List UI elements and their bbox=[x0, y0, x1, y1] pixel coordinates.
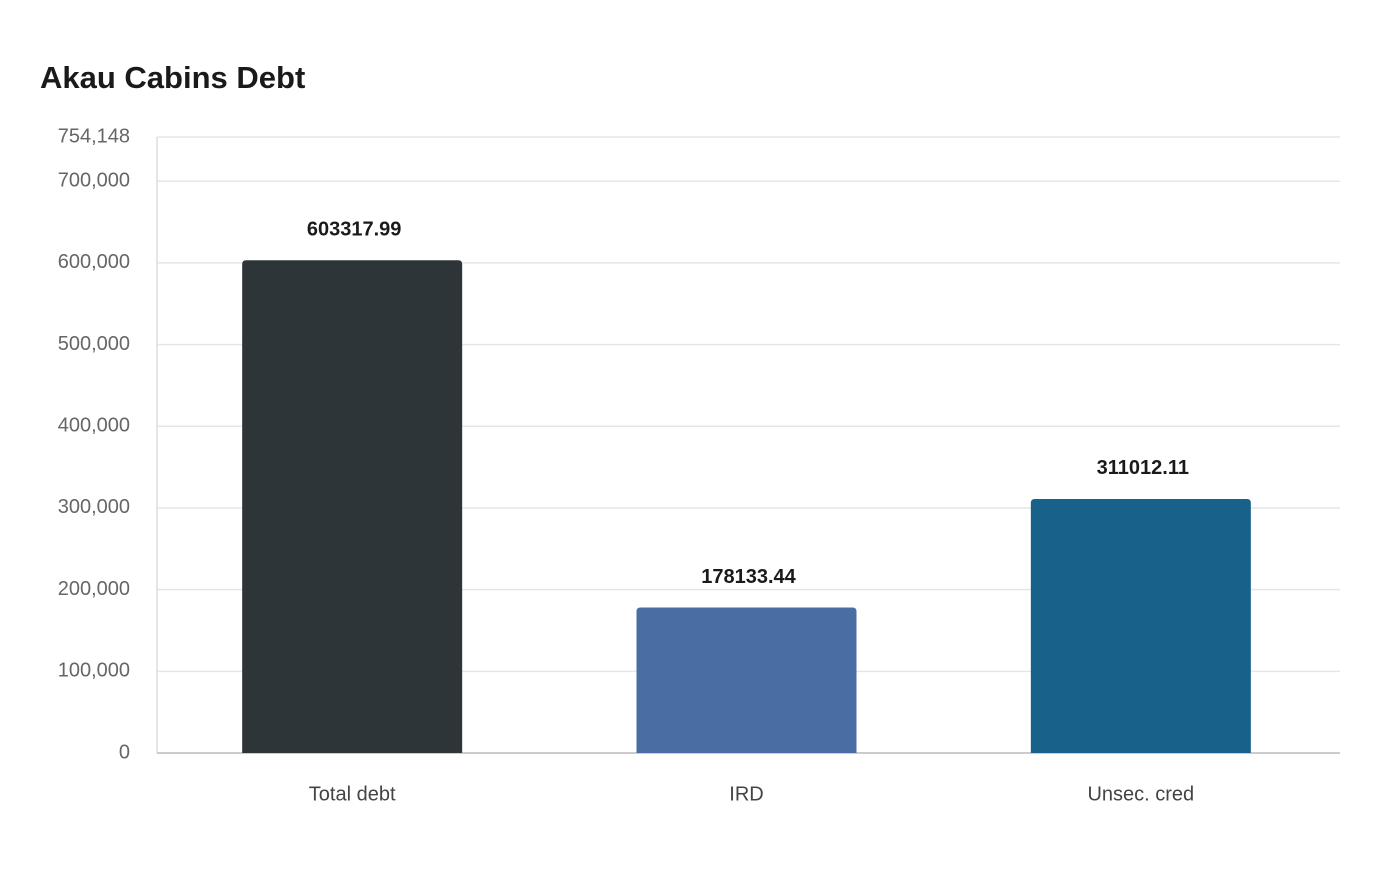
y-tick-label: 100,000 bbox=[58, 660, 130, 682]
y-tick-label: 500,000 bbox=[58, 333, 130, 355]
bar bbox=[242, 260, 463, 753]
x-tick-label: Total debt bbox=[309, 783, 396, 805]
y-tick-label: 400,000 bbox=[58, 415, 130, 437]
value-label: 311012.11 bbox=[1097, 457, 1189, 479]
bar bbox=[636, 607, 857, 753]
y-tick-label: 600,000 bbox=[58, 251, 130, 273]
y-tick-label: 754,148 bbox=[58, 125, 130, 147]
value-label: 178133.44 bbox=[701, 566, 796, 588]
y-tick-label: 700,000 bbox=[58, 170, 130, 192]
y-tick-label: 0 bbox=[119, 741, 130, 763]
bar bbox=[1030, 498, 1251, 753]
y-tick-label: 300,000 bbox=[58, 496, 130, 518]
y-tick-label: 200,000 bbox=[58, 578, 130, 600]
x-tick-label: IRD bbox=[729, 783, 763, 805]
chart-title: Akau Cabins Debt bbox=[40, 60, 305, 95]
value-label: 603317.99 bbox=[307, 218, 402, 240]
x-tick-label: Unsec. cred bbox=[1087, 783, 1194, 805]
